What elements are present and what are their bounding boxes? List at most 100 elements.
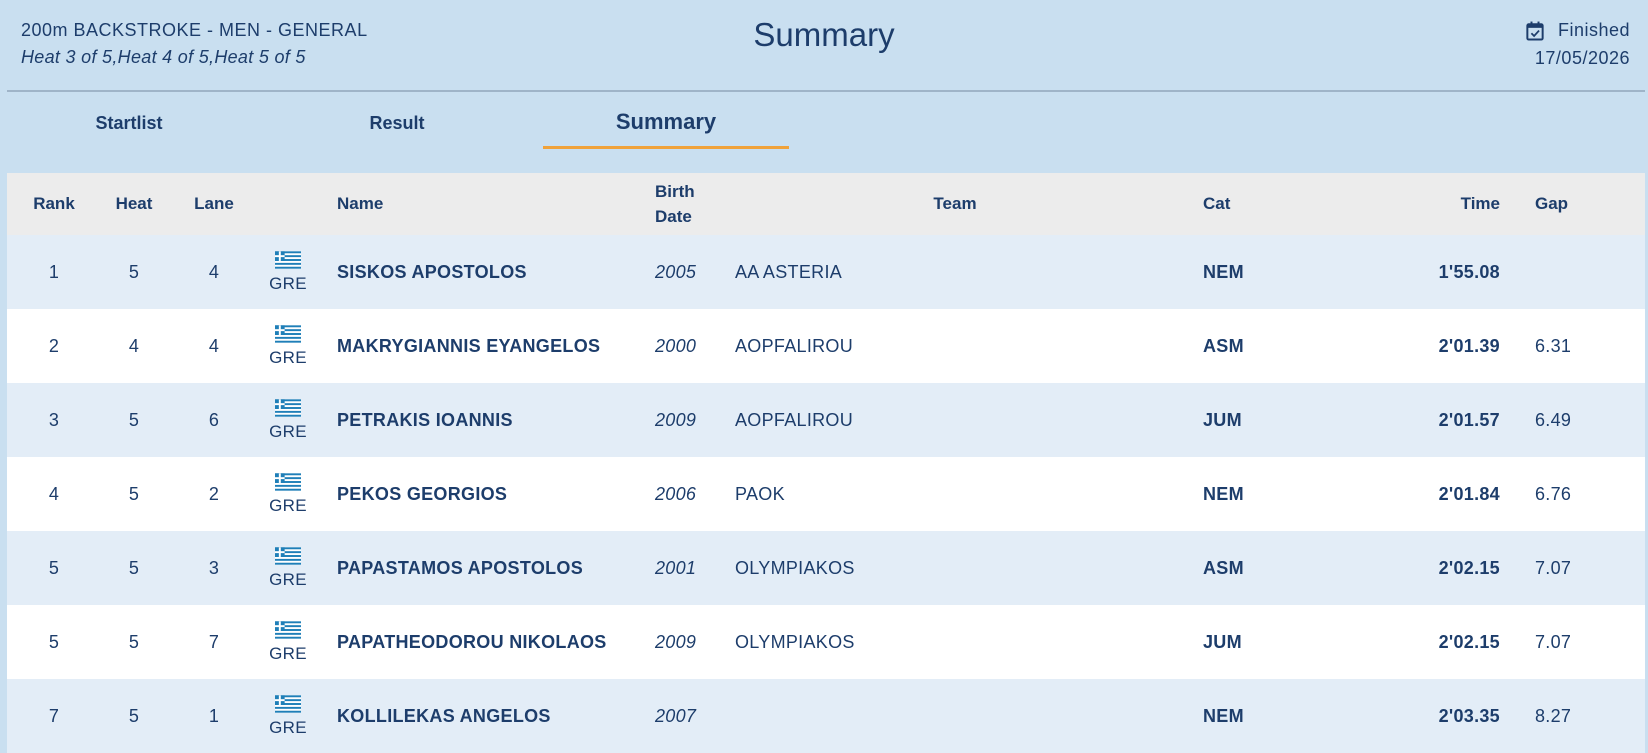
athlete-name[interactable]: SISKOS APOSTOLOS xyxy=(337,261,527,282)
col-team: Team xyxy=(933,194,977,213)
greece-flag-icon xyxy=(275,546,301,565)
col-rank: Rank xyxy=(33,194,75,213)
team-name: AOPFALIROU xyxy=(735,335,854,356)
team-name: AA ASTERIA xyxy=(735,261,843,282)
cell-heat: 5 xyxy=(128,557,140,578)
cell-lane: 6 xyxy=(208,409,220,430)
cell-nation: GRE xyxy=(263,235,313,309)
race-time: 2'02.15 xyxy=(1438,557,1500,578)
cell-rank: 2 xyxy=(48,335,60,356)
cell-nation: GRE xyxy=(263,457,313,531)
heats-label: Heat 3 of 5,Heat 4 of 5,Heat 5 of 5 xyxy=(21,47,306,67)
event-date: 17/05/2026 xyxy=(1534,48,1630,68)
page-header: 200m BACKSTROKE - MEN - GENERAL Heat 3 o… xyxy=(0,0,1648,90)
cell-heat: 5 xyxy=(128,261,140,282)
col-birth-date: Birth Date xyxy=(655,173,725,235)
athlete-name[interactable]: KOLLILEKAS ANGELOS xyxy=(337,705,551,726)
table-row[interactable]: 7 5 1 GRE KOLLILEKAS ANGELOS 2007 NEM 2'… xyxy=(7,679,1645,753)
birth-year: 2001 xyxy=(655,557,697,578)
team-name: OLYMPIAKOS xyxy=(735,631,855,652)
cell-nation: GRE xyxy=(263,531,313,605)
birth-year: 2009 xyxy=(655,409,697,430)
table-row[interactable]: 3 5 6 GRE PETRAKIS IOANNIS 2009 AOPFALIR… xyxy=(7,383,1645,457)
cell-rank: 5 xyxy=(48,557,60,578)
greece-flag-icon xyxy=(275,398,301,417)
status-text: Finished xyxy=(1557,20,1630,40)
col-cat: Cat xyxy=(1203,194,1231,213)
time-gap: 6.49 xyxy=(1535,409,1572,430)
cell-heat: 5 xyxy=(128,631,140,652)
birth-year: 2005 xyxy=(655,261,697,282)
time-gap: 6.31 xyxy=(1535,335,1572,356)
page-title: Summary xyxy=(753,16,895,53)
cell-heat: 5 xyxy=(128,483,140,504)
nation-code: GRE xyxy=(269,421,307,441)
nation-code: GRE xyxy=(269,643,307,663)
race-time: 1'55.08 xyxy=(1438,261,1500,282)
athlete-name[interactable]: PAPATHEODOROU NIKOLAOS xyxy=(337,631,607,652)
cell-lane: 3 xyxy=(208,557,220,578)
category: ASM xyxy=(1203,335,1244,356)
cell-nation: GRE xyxy=(263,605,313,679)
team-name xyxy=(735,679,1175,753)
category: NEM xyxy=(1203,261,1244,282)
tab-bar: Startlist Result Summary xyxy=(0,100,1648,150)
category: NEM xyxy=(1203,483,1244,504)
time-gap: 8.27 xyxy=(1535,705,1572,726)
calendar-check-icon xyxy=(1526,21,1544,41)
nation-code: GRE xyxy=(269,347,307,367)
table-row[interactable]: 2 4 4 GRE MAKRYGIANNIS EYANGELOS 2000 AO… xyxy=(7,309,1645,383)
cell-lane: 7 xyxy=(208,631,220,652)
col-lane: Lane xyxy=(194,194,234,213)
status-indicator: Finished xyxy=(1526,20,1630,41)
table-row[interactable]: 4 5 2 GRE PEKOS GEORGIOS 2006 PAOK NEM 2… xyxy=(7,457,1645,531)
tab-result[interactable]: Result xyxy=(369,113,425,133)
results-table: Rank Heat Lane Name Birth Date Team Cat … xyxy=(7,173,1645,753)
cell-nation: GRE xyxy=(263,309,313,383)
cell-rank: 1 xyxy=(48,261,60,282)
col-time: Time xyxy=(1460,194,1500,213)
category: NEM xyxy=(1203,705,1244,726)
tab-summary[interactable]: Summary xyxy=(543,100,789,149)
header-divider xyxy=(7,90,1645,92)
athlete-name[interactable]: PETRAKIS IOANNIS xyxy=(337,409,513,430)
team-name: AOPFALIROU xyxy=(735,409,854,430)
greece-flag-icon xyxy=(275,250,301,269)
birth-year: 2007 xyxy=(655,705,697,726)
birth-year: 2006 xyxy=(655,483,697,504)
race-time: 2'01.57 xyxy=(1438,409,1500,430)
table-row[interactable]: 5 5 3 GRE PAPASTAMOS APOSTOLOS 2001 OLYM… xyxy=(7,531,1645,605)
cell-heat: 5 xyxy=(128,409,140,430)
time-gap: 6.76 xyxy=(1535,483,1572,504)
cell-lane: 4 xyxy=(208,261,220,282)
col-birth-line1: Birth xyxy=(655,182,695,201)
time-gap xyxy=(1535,235,1605,309)
athlete-name[interactable]: MAKRYGIANNIS EYANGELOS xyxy=(337,335,601,356)
cell-rank: 7 xyxy=(48,705,60,726)
nation-code: GRE xyxy=(269,273,307,293)
race-time: 2'01.84 xyxy=(1438,483,1500,504)
event-title: 200m BACKSTROKE - MEN - GENERAL xyxy=(21,20,368,40)
greece-flag-icon xyxy=(275,472,301,491)
athlete-name[interactable]: PAPASTAMOS APOSTOLOS xyxy=(337,557,584,578)
col-gap: Gap xyxy=(1535,194,1569,213)
tab-startlist[interactable]: Startlist xyxy=(95,113,163,133)
table-row[interactable]: 1 5 4 GRE SISKOS APOSTOLOS 2005 AA ASTER… xyxy=(7,235,1645,309)
table-row[interactable]: 5 5 7 GRE PAPATHEODOROU NIKOLAOS 2009 OL… xyxy=(7,605,1645,679)
category: JUM xyxy=(1203,631,1242,652)
cell-rank: 5 xyxy=(48,631,60,652)
team-name: PAOK xyxy=(735,483,785,504)
birth-year: 2000 xyxy=(655,335,697,356)
greece-flag-icon xyxy=(275,620,301,639)
athlete-name[interactable]: PEKOS GEORGIOS xyxy=(337,483,508,504)
cell-lane: 2 xyxy=(208,483,220,504)
table-body: 1 5 4 GRE SISKOS APOSTOLOS 2005 AA ASTER… xyxy=(7,235,1645,753)
race-time: 2'01.39 xyxy=(1438,335,1500,356)
greece-flag-icon xyxy=(275,324,301,343)
birth-year: 2009 xyxy=(655,631,697,652)
col-name: Name xyxy=(337,194,384,213)
team-name: OLYMPIAKOS xyxy=(735,557,855,578)
cell-nation: GRE xyxy=(263,383,313,457)
category: JUM xyxy=(1203,409,1242,430)
cell-lane: 1 xyxy=(208,705,220,726)
